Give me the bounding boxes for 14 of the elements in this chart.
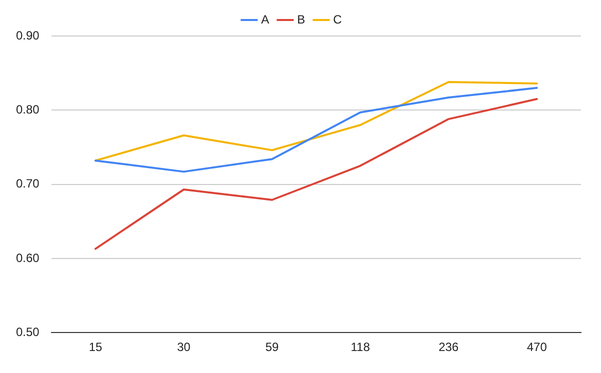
y-tick-label: 0.60 (16, 250, 40, 265)
legend-label: B (297, 12, 306, 26)
x-tick-label: 59 (265, 340, 280, 354)
x-tick-label: 236 (438, 340, 459, 354)
x-tick-label: 30 (177, 340, 191, 354)
x-tick-label: 470 (526, 340, 548, 354)
y-tick-label: 0.90 (16, 28, 40, 42)
legend-label: C (333, 12, 342, 26)
x-tick-label: 118 (350, 340, 370, 354)
y-tick-label: 0.50 (16, 324, 40, 339)
y-tick-label: 0.80 (16, 102, 40, 116)
y-tick-label: 0.70 (16, 176, 40, 191)
legend-label: A (261, 12, 270, 26)
x-tick-label: 15 (88, 340, 102, 354)
